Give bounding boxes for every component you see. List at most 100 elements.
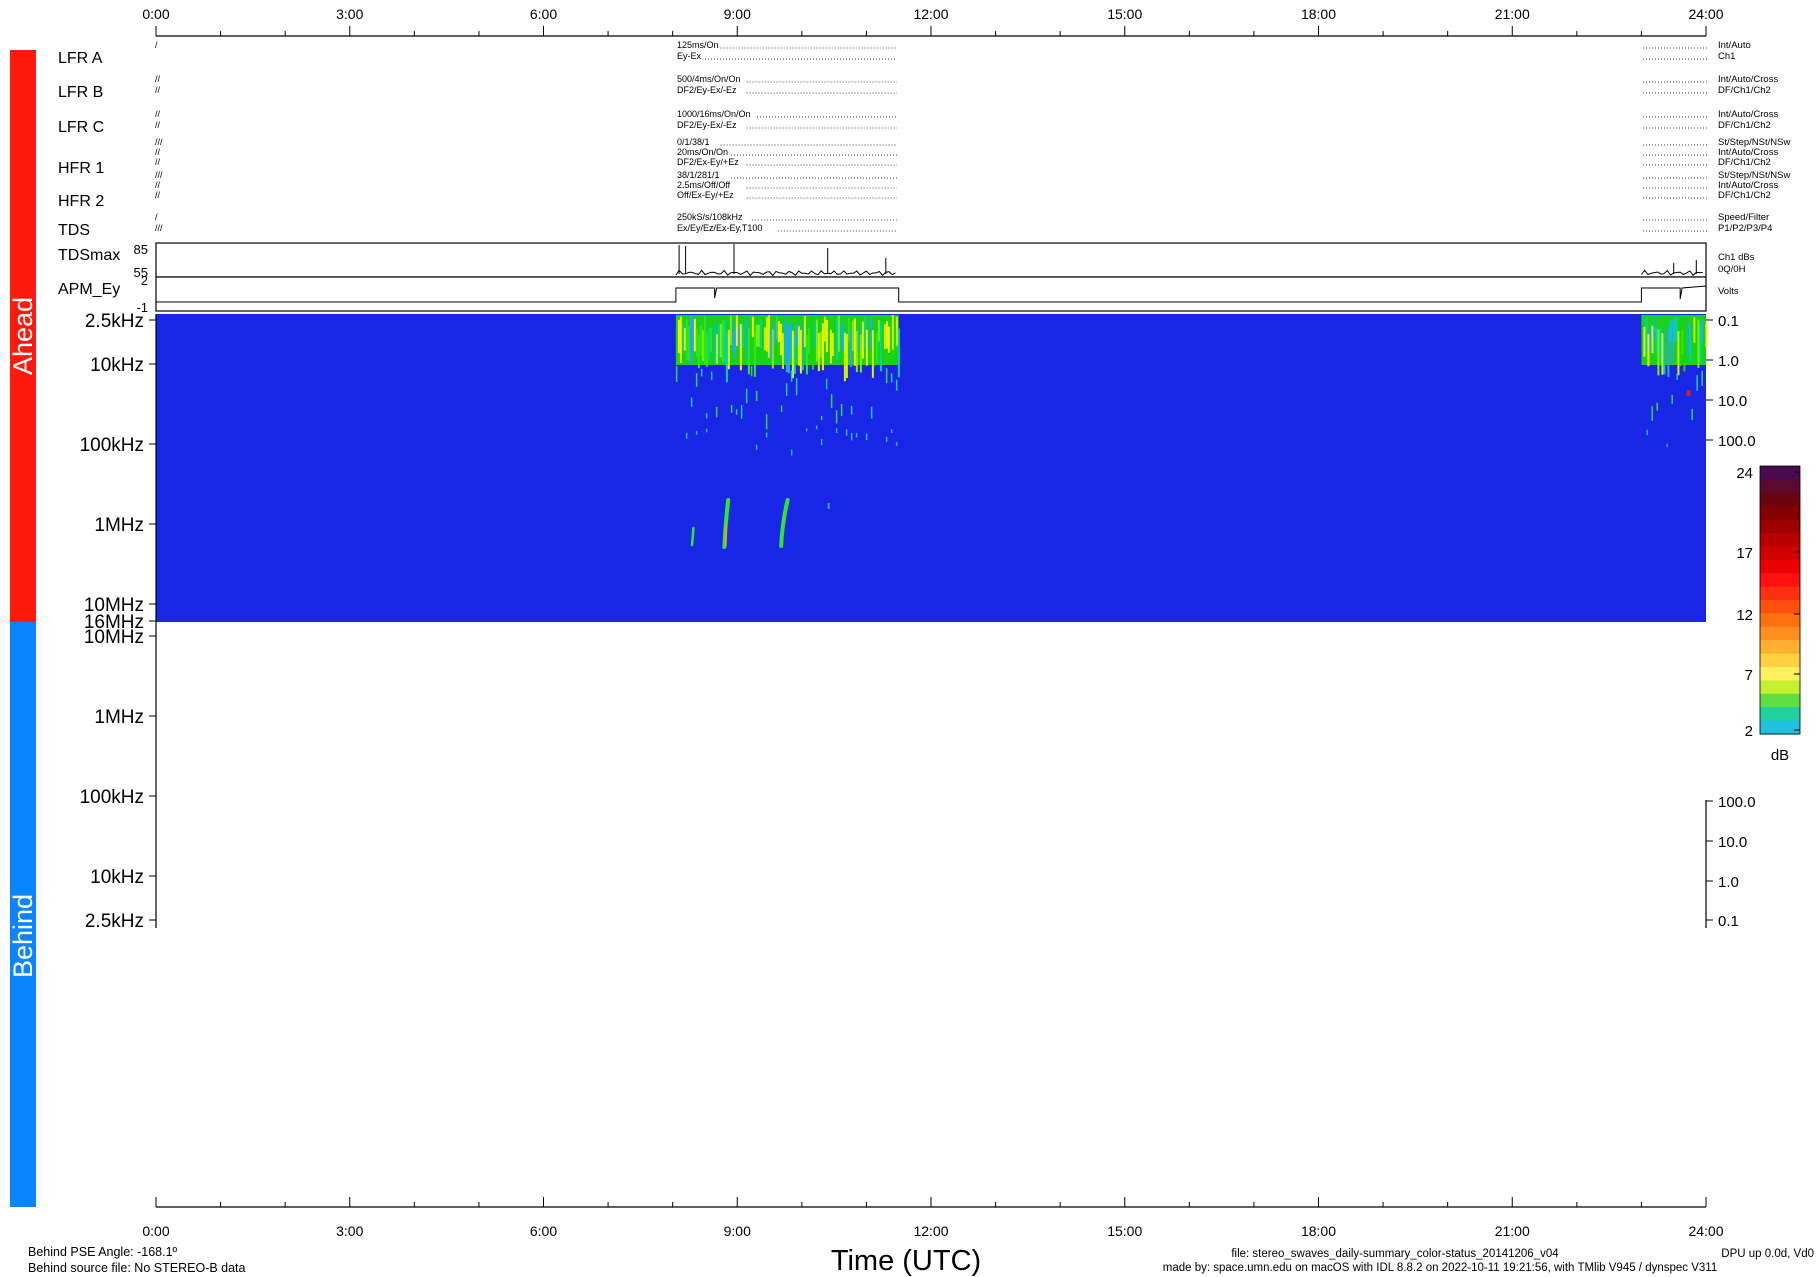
colorbar-band: [1760, 667, 1800, 681]
spectrogram-streak: [689, 316, 692, 365]
top-time-axis: 0:00 3:00 6:00 9:00 12:00 15:00 18:00 21:00 24:0…: [142, 6, 1724, 37]
status-right-text: DF/Ch1/Ch2: [1718, 190, 1771, 201]
ahead-freq-tick-label: 100kHz: [80, 435, 144, 456]
status-center-text: 125ms/On: [677, 40, 719, 50]
spectrogram-speck: [765, 414, 768, 430]
behind-freq-tick-label: 1MHz: [94, 707, 144, 728]
tdsmax-label: TDSmax: [58, 247, 120, 264]
apm-trace: [156, 285, 1707, 303]
status-center-text: 0/1/38/1: [677, 137, 710, 147]
spectrogram-speck: [845, 429, 848, 436]
spectrogram-streak: [729, 315, 732, 346]
spectrogram-speck: [745, 388, 748, 404]
colorbar-tick-label: 2: [1745, 723, 1753, 740]
spectrogram-streak: [839, 321, 842, 349]
radio-burst: [690, 526, 695, 547]
status-right-text: St/Step/NSt/NSw: [1718, 137, 1790, 148]
status-left-mark: //: [155, 147, 161, 157]
status-right-text: Ch1: [1718, 51, 1735, 62]
spectrogram-streak: [727, 329, 730, 370]
x-axis-title: Time (UTC): [831, 1245, 981, 1277]
spectrogram-streak: [871, 330, 874, 378]
spectrogram-streak: [1645, 316, 1648, 355]
spectrogram-streak: [775, 316, 778, 339]
footer-made-by: made by: space.umn.edu on macOS with IDL…: [1163, 1262, 1717, 1274]
status-center-text: 500/4ms/On/On: [677, 74, 741, 84]
spectrogram-streak: [855, 330, 858, 373]
spectrogram-streak: [813, 322, 816, 349]
status-left-mark: /: [155, 40, 158, 50]
behind-label: Behind: [8, 894, 38, 978]
spectrogram-streak: [845, 333, 848, 378]
spectrogram-streak: [753, 331, 756, 377]
spectrogram-speck: [755, 444, 758, 450]
spectrogram-streak: [849, 329, 852, 368]
spectrogram-streak: [1667, 327, 1670, 378]
colorbar-band: [1760, 466, 1800, 480]
spectrogram-streak: [793, 334, 796, 374]
spectrogram-streak: [1699, 323, 1702, 363]
time-tick-label: 3:00: [336, 1223, 363, 1239]
status-center-text: DF2/Ey-Ex/-Ez: [677, 85, 737, 95]
status-right-text: Int/Auto/Cross: [1718, 74, 1778, 85]
spectrogram-streak: [1687, 321, 1690, 355]
spectrogram-streak: [875, 332, 878, 364]
spectrogram-streak: [867, 327, 870, 359]
status-row-label: LFR A: [58, 50, 103, 67]
spectrogram-speck: [1696, 375, 1698, 391]
spectrogram-speck: [885, 436, 888, 442]
ahead-label: Ahead: [8, 297, 38, 375]
time-tick-label: 6:00: [530, 1223, 557, 1239]
apm-ymax: 2: [141, 273, 148, 288]
spectrogram-streak: [711, 324, 714, 347]
status-left-mark: //: [155, 190, 161, 200]
spectrogram-streak: [709, 328, 712, 353]
spectrogram-streak: [869, 317, 872, 350]
spectrogram-streak: [811, 334, 814, 370]
spectrogram-streak: [841, 324, 844, 352]
spectrogram-streak: [815, 319, 818, 362]
colorbar-tick-label: 24: [1736, 465, 1753, 482]
spectrogram-streak: [739, 324, 742, 371]
spectrogram-speck: [805, 428, 808, 432]
colorbar-band: [1760, 559, 1800, 574]
ahead-freq-tick-label: 1MHz: [94, 515, 144, 536]
spectrogram-streak: [701, 330, 704, 362]
footer-dpu: DPU up 0.0d, Vd0: [1721, 1248, 1814, 1260]
spectrogram-speck: [895, 379, 898, 391]
spectrogram-streak: [1651, 325, 1654, 354]
status-row-label: LFR B: [58, 84, 103, 101]
spectrogram-streak: [843, 332, 846, 382]
spectrogram-speck: [855, 432, 858, 438]
spectrogram-streak: [1677, 331, 1680, 376]
spectrogram-speck: [695, 373, 698, 387]
spectrogram-streak: [777, 321, 780, 342]
spectrogram-streak: [1685, 319, 1688, 358]
ahead-right-tick-label: 1.0: [1718, 353, 1739, 370]
colorbar-band: [1760, 492, 1800, 507]
spectrogram-streak: [713, 323, 716, 364]
spectrogram-streak: [703, 316, 706, 365]
spectrogram-streak: [893, 315, 896, 354]
spectrogram-speck: [850, 432, 853, 441]
spectrogram-speck: [790, 449, 793, 456]
spectrogram-speck: [820, 439, 823, 446]
colorbar-unit: dB: [1771, 747, 1789, 764]
spectrogram-streak: [687, 326, 690, 361]
spectrogram-streak: [859, 334, 862, 373]
colorbar-tick-label: 17: [1736, 545, 1753, 562]
apm-ymin: -1: [136, 300, 148, 315]
behind-right-tick-label: 100.0: [1718, 794, 1756, 811]
time-tick-label: 6:00: [530, 6, 557, 22]
status-right-text: Int/Auto/Cross: [1718, 109, 1778, 120]
spectrogram-streak: [747, 328, 750, 375]
spectrogram-streak: [681, 323, 684, 352]
spectrogram-streak: [1675, 317, 1678, 342]
behind-right-tick-label: 1.0: [1718, 874, 1739, 891]
ahead-freq-tick-label: 16MHz: [84, 612, 144, 633]
status-row-label: LFR C: [58, 119, 104, 136]
time-tick-label: 12:00: [913, 1223, 948, 1239]
spectrogram-speck: [885, 368, 888, 384]
spectrogram-streak: [745, 318, 748, 360]
spectrogram-streak: [1679, 325, 1682, 367]
